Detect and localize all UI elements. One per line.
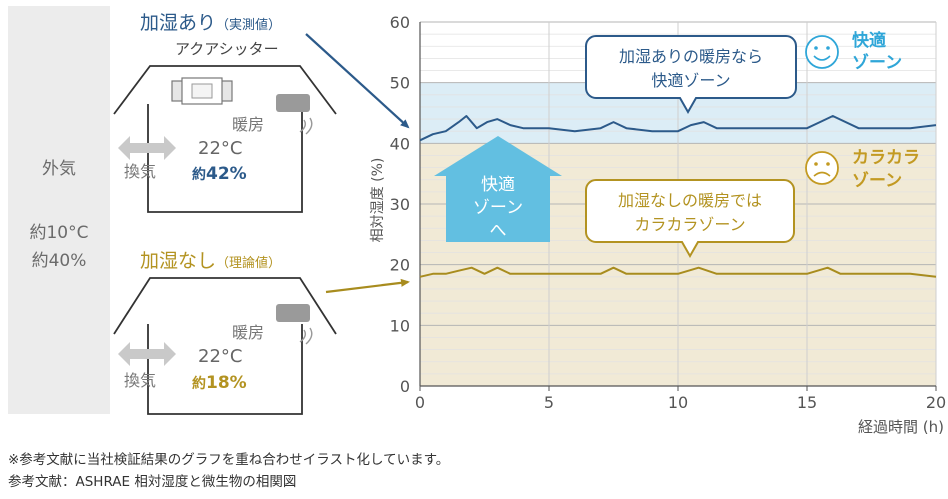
dry-zone-label: ゾーン xyxy=(852,171,902,191)
y-tick-label: 50 xyxy=(390,74,410,93)
y-tick-label: 40 xyxy=(390,134,410,153)
outside-air-temp: 約10°C xyxy=(29,223,89,243)
humidified-series-line xyxy=(419,115,937,142)
frown-face-eye xyxy=(826,162,830,166)
frown-face-eye xyxy=(814,162,818,166)
callout-humidified-line1: 加湿ありの暖房なら xyxy=(619,47,763,66)
smile-face-eye xyxy=(826,46,830,50)
arrow-label: 快適 xyxy=(481,175,515,195)
aqua-sitter-icon xyxy=(171,77,233,105)
y-axis-label: 相対湿度 (%) xyxy=(370,158,386,243)
humidity-prefix: 約 xyxy=(192,376,206,392)
house-roof xyxy=(113,65,337,115)
callout-non-humidified-line2: カラカラゾーン xyxy=(634,215,745,234)
footnote-2: 参考文献：ASHRAE 相対湿度と微生物の相関図 xyxy=(8,474,297,490)
ventilation-arrow-icon xyxy=(118,342,176,366)
smile-face-icon xyxy=(805,35,839,69)
non-humidified-series-line xyxy=(419,266,937,278)
frown-face-icon xyxy=(805,151,839,185)
x-axis-label: 経過時間 (h) xyxy=(858,418,944,436)
outside-air-panel xyxy=(8,6,110,414)
x-tick-label: 10 xyxy=(668,393,688,412)
non-humidified-title-text: 加湿なし xyxy=(140,250,217,272)
humidified-title-text: 加湿あり xyxy=(140,12,217,34)
x-tick-label: 20 xyxy=(926,393,946,412)
arrow-label: ゾーン xyxy=(473,198,523,218)
heater-unit-icon xyxy=(276,304,310,322)
y-tick-label: 60 xyxy=(390,13,410,32)
callout-humidified xyxy=(585,35,797,115)
wind-icon xyxy=(299,117,313,135)
humidity-value: 42% xyxy=(206,164,247,184)
outside-air-title: 外気 xyxy=(42,159,76,179)
indoor-temp: 22°C xyxy=(198,346,243,367)
house-wall xyxy=(147,324,303,415)
humidified-title-note: （実測値） xyxy=(216,18,282,33)
to-comfort-arrow xyxy=(434,136,562,242)
wind-icon xyxy=(299,327,313,345)
callout-humidified-line2: 快適ゾーン xyxy=(651,71,730,90)
humidity-prefix: 約 xyxy=(192,167,206,183)
non-humidified-title: 加湿なし（理論値） xyxy=(140,246,281,273)
humidified-title: 加湿あり（実測値） xyxy=(140,8,281,35)
x-tick-label: 5 xyxy=(544,393,554,412)
heater-label: 暖房 xyxy=(232,115,265,134)
y-tick-label: 30 xyxy=(390,195,410,214)
ventilation-arrow-icon xyxy=(118,136,176,160)
y-tick-label: 0 xyxy=(400,377,410,396)
y-tick-label: 20 xyxy=(390,256,410,275)
x-tick-label: 15 xyxy=(797,393,817,412)
callout-non-humidified xyxy=(585,179,795,259)
heater-unit-icon xyxy=(276,94,310,112)
smile-face-eye xyxy=(814,46,818,50)
house-wall xyxy=(147,104,303,213)
humidified-house-illustration xyxy=(113,65,337,213)
smile-face-mouth xyxy=(813,55,831,61)
callout-non-humidified-line1: 加湿なしの暖房では xyxy=(618,191,762,210)
x-tick-label: 0 xyxy=(415,393,425,412)
non-humidified-title-note: （理論値） xyxy=(216,256,282,271)
ventilation-label: 換気 xyxy=(124,162,157,181)
non-humidified-pointer-arrow xyxy=(325,278,410,294)
device-label: アクアシッター xyxy=(175,40,279,58)
indoor-temp: 22°C xyxy=(198,138,243,159)
footnote-1: ※参考文献に当社検証結果のグラフを重ね合わせイラスト化しています。 xyxy=(8,452,450,468)
dry-zone-label: カラカラ xyxy=(852,148,920,168)
y-tick-label: 10 xyxy=(390,316,410,335)
comfort-zone-label: 快適 xyxy=(852,30,886,51)
frown-face-mouth xyxy=(813,171,831,177)
arrow-label: へ xyxy=(490,221,507,241)
outside-air-humidity: 約40% xyxy=(31,251,87,271)
heater-label: 暖房 xyxy=(232,323,265,342)
comfort-zone-label: ゾーン xyxy=(852,53,902,73)
house-roof xyxy=(113,277,337,335)
humidity-value: 18% xyxy=(206,373,247,393)
non-humidified-house-illustration xyxy=(113,277,337,415)
indoor-humidity: 約42% xyxy=(192,164,247,184)
humidified-pointer-arrow xyxy=(305,33,410,129)
ventilation-label: 換気 xyxy=(124,371,157,390)
indoor-humidity: 約18% xyxy=(192,373,247,393)
